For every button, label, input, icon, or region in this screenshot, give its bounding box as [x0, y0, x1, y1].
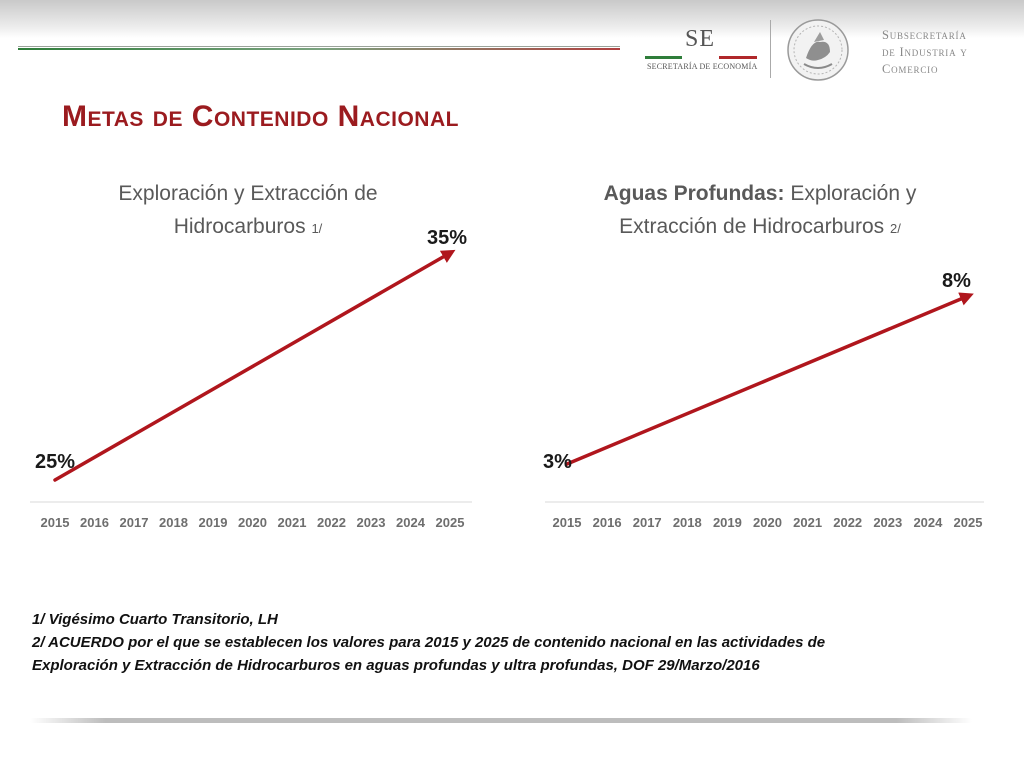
chart-1-year-label: 2017 [120, 515, 149, 530]
se-logo-mark: SE [685, 26, 716, 52]
chart-2-title-note: 2/ [889, 221, 901, 236]
chart-2-trend-arrow [565, 292, 974, 466]
chart-1-year-label: 2024 [396, 515, 426, 530]
chart-1-year-label: 2020 [238, 515, 267, 530]
national-seal-icon [787, 19, 849, 81]
chart-1-year-label: 2018 [159, 515, 188, 530]
chart-2-year-label: 2023 [873, 515, 902, 530]
chart-1-year-label: 2016 [80, 515, 109, 530]
top-gradient-bar [0, 0, 1024, 38]
chart-2-year-label: 2019 [713, 515, 742, 530]
chart-2-end-label: 8% [942, 270, 971, 292]
footnote-2-cont: Exploración y Extracción de Hidrocarburo… [32, 657, 760, 674]
chart-1-title: Exploración y Extracción de Hidrocarburo… [118, 182, 378, 238]
chart-2-title-bold: Aguas Profundas: [603, 182, 785, 205]
chart-1-end-label: 35% [427, 227, 467, 249]
footnotes: 1/ Vigésimo Cuarto Transitorio, LH 2/ AC… [32, 608, 982, 677]
chart-2-year-label: 2016 [593, 515, 622, 530]
chart-1-year-label: 2022 [317, 515, 346, 530]
page-title: Metas de Contenido Nacional [62, 100, 459, 133]
chart-2-year-label: 2024 [913, 515, 943, 530]
header-divider [770, 20, 771, 78]
subsecretaria-label: Subsecretaría de Industria y Comercio [882, 28, 968, 76]
chart-2-year-label: 2022 [833, 515, 862, 530]
footer-rule [30, 718, 972, 723]
chart-1-year-label: 2019 [199, 515, 228, 530]
chart-1-year-label: 2021 [278, 515, 307, 530]
header-rule [18, 46, 620, 50]
chart-2-start-label: 3% [543, 451, 572, 473]
chart-2-year-label: 2021 [793, 515, 822, 530]
chart-1-title-note: 1/ [311, 221, 323, 236]
chart-1-trend-arrow [53, 249, 456, 482]
chart-2-year-label: 2025 [954, 515, 983, 530]
footnote-1: 1/ Vigésimo Cuarto Transitorio, LH [32, 611, 278, 628]
chart-1-year-label: 2025 [436, 515, 465, 530]
se-logo-text: SECRETARÍA DE ECONOMÍA [647, 62, 758, 71]
chart-2-year-label: 2015 [553, 515, 582, 530]
chart-2-year-label: 2020 [753, 515, 782, 530]
chart-2-year-label: 2017 [633, 515, 662, 530]
chart-2-title: Aguas Profundas: Exploración y Extracció… [603, 182, 917, 238]
chart-1-start-label: 25% [35, 451, 75, 473]
chart-1-year-label: 2023 [357, 515, 386, 530]
se-logo: SE SECRETARÍA DE ECONOMÍA [645, 26, 757, 72]
chart-1-year-label: 2015 [41, 515, 70, 530]
footnote-2: 2/ ACUERDO por el que se establecen los … [32, 634, 826, 651]
chart-2-year-label: 2018 [673, 515, 702, 530]
